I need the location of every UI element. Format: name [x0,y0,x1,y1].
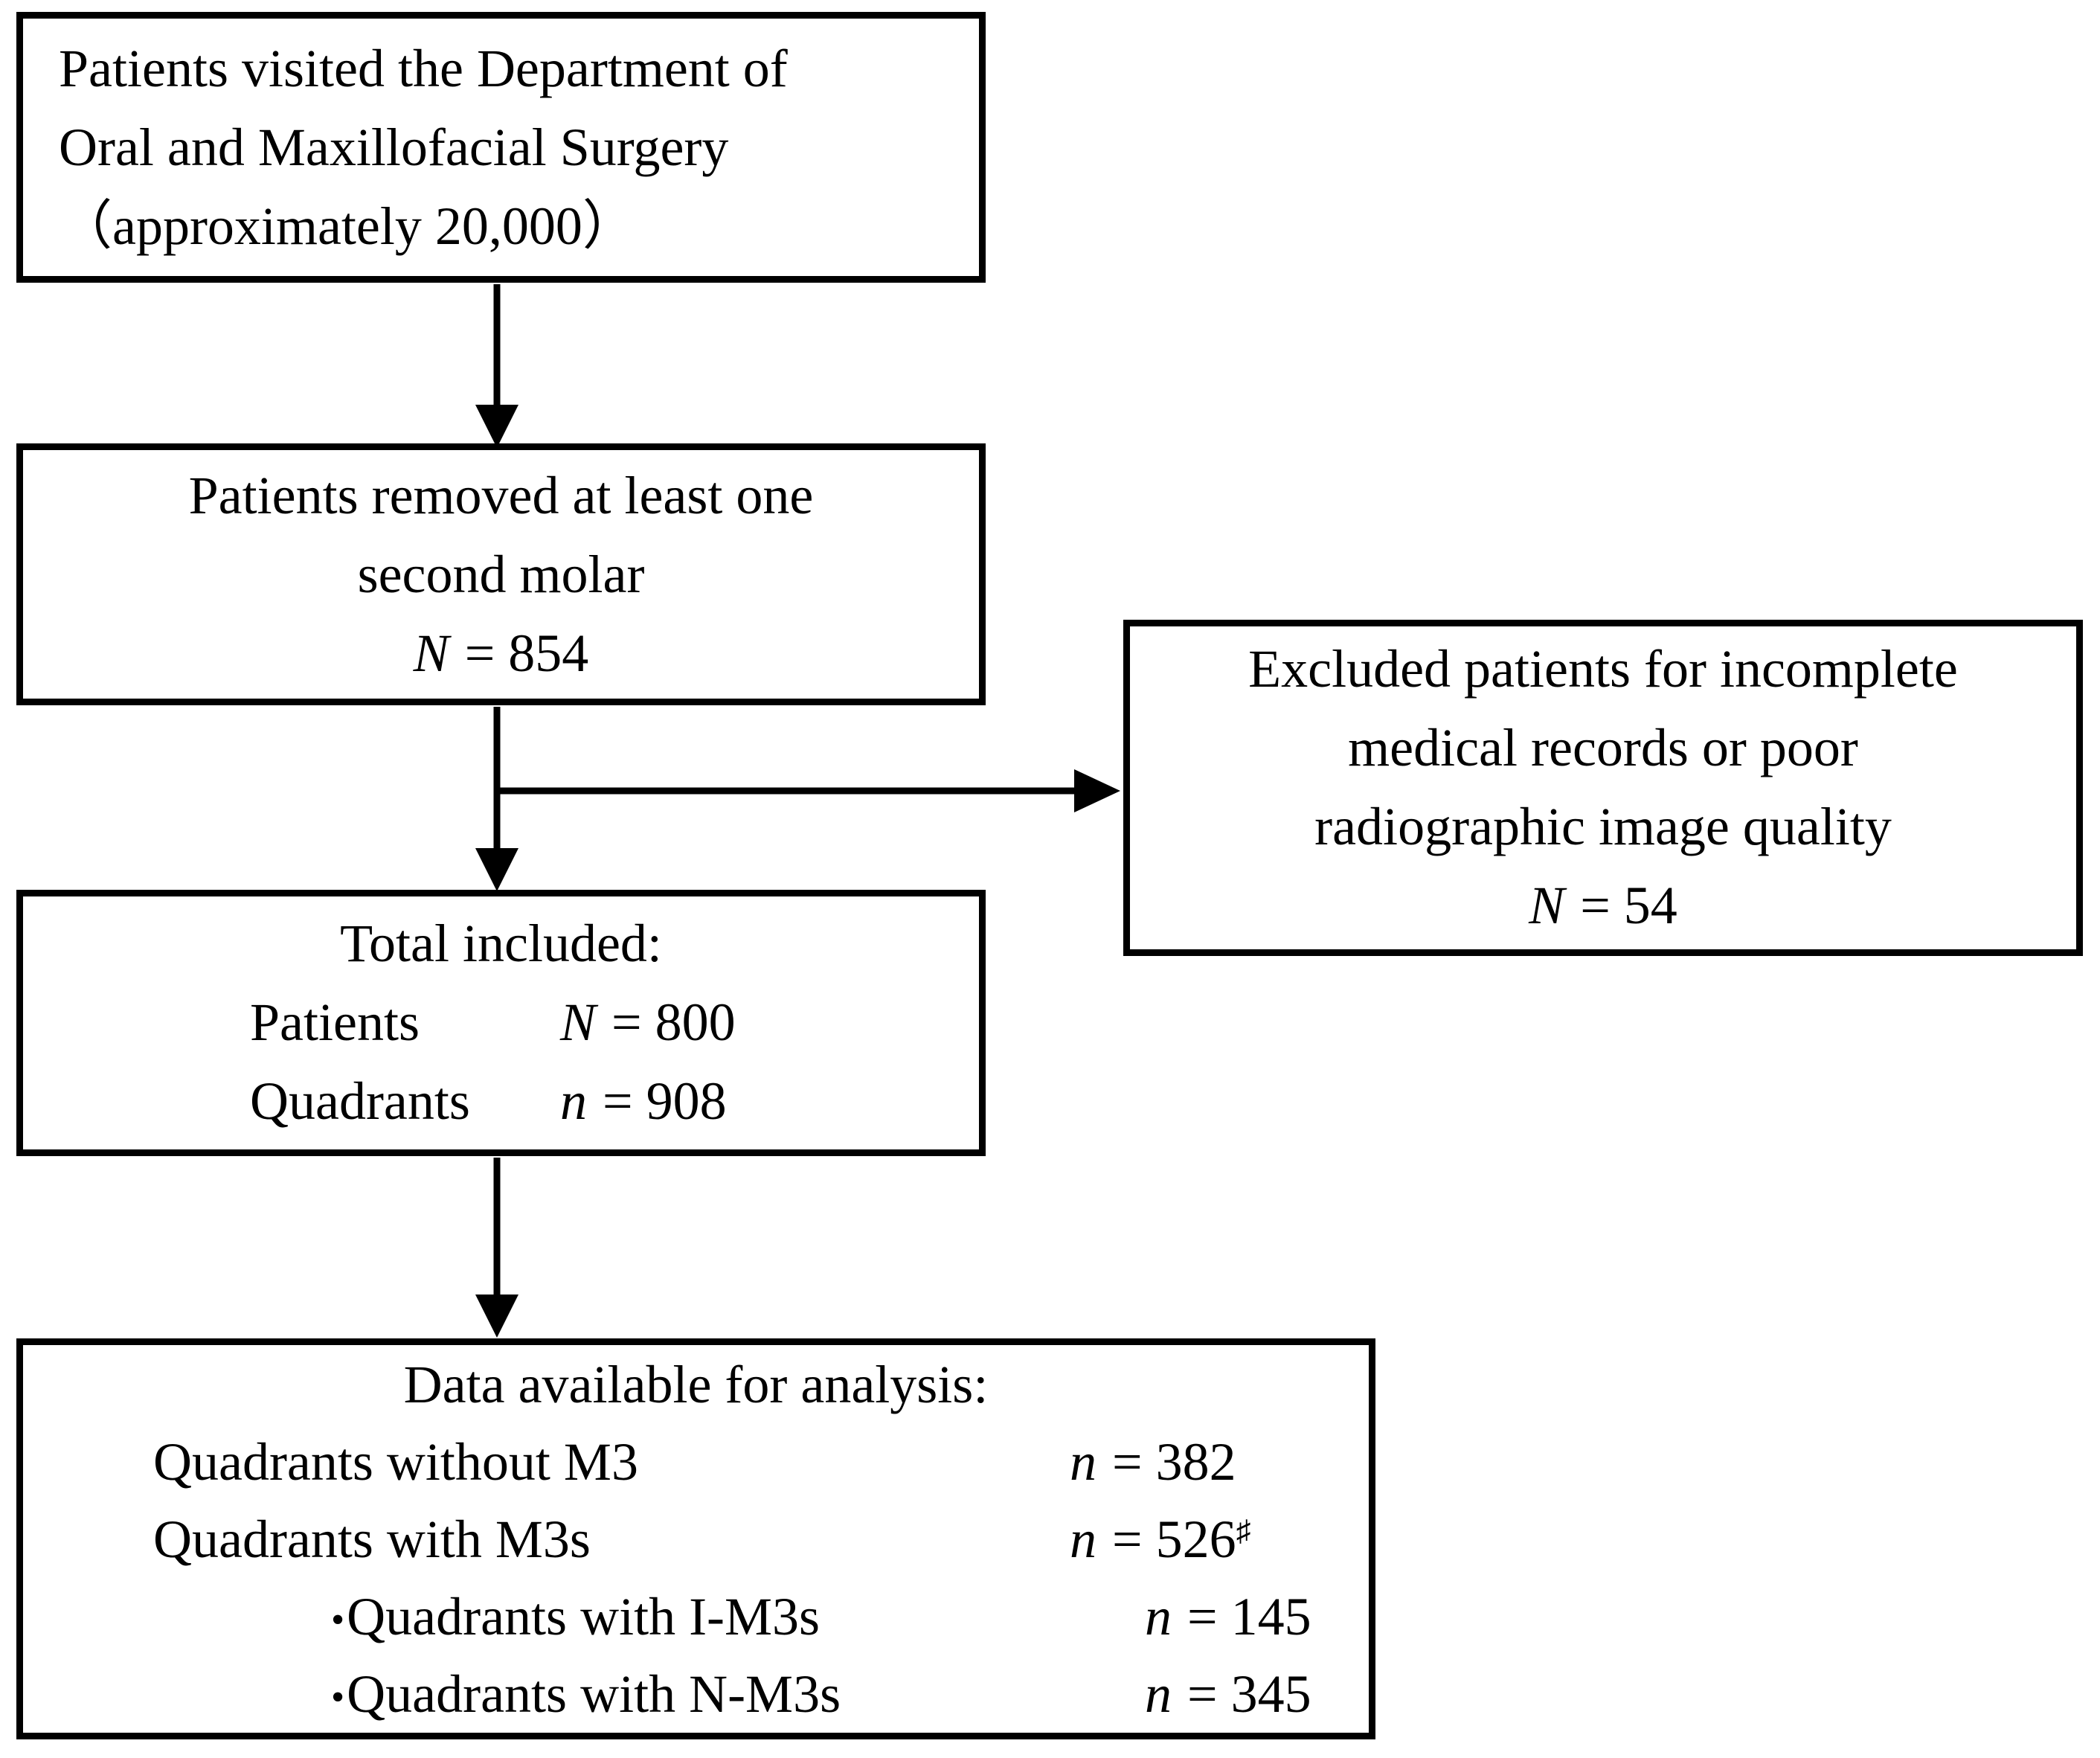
box-total-included: Total included: Patients N = 800 Quadran… [16,890,986,1156]
data-row-with-n-m3s: •Quadrants with N-M3s n = 345 [23,1655,1369,1733]
row-label: •Quadrants with I-M3s [331,1578,820,1659]
count-value: = 854 [451,623,589,683]
data-row-with-m3s: Quadrants with M3s n = 526♯ [23,1501,1369,1578]
n-symbol: N [413,623,449,683]
bullet-icon: • [331,1598,345,1641]
count-value: = 908 [589,1071,727,1131]
row-label-text: Quadrants without M3 [153,1432,638,1492]
row-label: •Quadrants with N-M3s [331,1655,841,1736]
row-label: Quadrants without M3 [151,1423,638,1504]
total-row-quadrants: Quadrants n = 908 [23,1062,979,1141]
data-row-without-m3: Quadrants without M3 n = 382 [23,1423,1369,1501]
box-removed-second-molar: Patients removed at least one second mol… [16,443,986,705]
box-total-heading: Total included: [340,914,662,973]
box-removed-line-2: second molar [357,545,645,604]
box-excluded-count: N = 54 [1130,866,2076,945]
n-symbol: n [560,1071,587,1131]
bullet-icon: • [331,1675,345,1719]
row-value: N = 800 [560,983,736,1062]
arrow-branch-to-excluded [494,769,1120,812]
data-row-with-i-m3s: •Quadrants with I-M3s n = 145 [23,1578,1369,1655]
arrow-total-to-data [475,1158,518,1338]
footnote-mark: ♯ [1236,1515,1251,1548]
count-value: = 54 [1567,876,1677,935]
row-value: n = 526♯ [1070,1501,1250,1578]
row-value: n = 908 [560,1062,727,1141]
row-label: Quadrants with M3s [151,1501,591,1582]
n-symbol: N [1529,876,1565,935]
n-symbol: n [1145,1664,1172,1724]
total-row-patients: Patients N = 800 [23,983,979,1062]
box-visited-line-1: Patients visited the Department of [59,39,788,98]
box-visited-line-2: Oral and Maxillofacial Surgery [59,118,729,177]
row-label: Patients [250,992,420,1052]
count-value: = 526 [1099,1510,1236,1569]
box-excluded-patients: Excluded patients for incomplete medical… [1123,620,2083,956]
box-excluded-line-1: Excluded patients for incomplete [1248,639,1958,699]
row-value: n = 145 [1145,1578,1311,1655]
count-value: = 800 [598,992,736,1052]
count-value: = 345 [1174,1664,1311,1724]
count-value: = 145 [1174,1587,1311,1646]
row-value: n = 345 [1145,1655,1311,1733]
n-symbol: N [560,992,597,1052]
box-excluded-line-2: medical records or poor [1348,718,1858,777]
n-symbol: n [1070,1432,1096,1492]
box-data-heading: Data available for analysis: [403,1355,989,1414]
arrow-visited-to-removed [475,284,518,448]
row-value: n = 382 [1070,1423,1236,1501]
box-removed-line-1: Patients removed at least one [188,466,814,525]
box-data-available: Data available for analysis: Quadrants w… [16,1338,1375,1739]
count-value: = 382 [1099,1432,1236,1492]
box-excluded-line-3: radiographic image quality [1314,797,1892,856]
box-visited-line-3: （approximately 20,000） [59,196,636,256]
n-symbol: n [1145,1587,1172,1646]
box-removed-count: N = 854 [23,614,979,693]
row-label: Quadrants [250,1071,470,1131]
row-label-text: Quadrants with N-M3s [347,1664,841,1724]
arrow-removed-to-total [475,707,518,891]
n-symbol: n [1070,1510,1096,1569]
row-label-text: Quadrants with I-M3s [347,1587,821,1646]
box-visited-patients: Patients visited the Department of Oral … [16,12,986,283]
row-label-text: Quadrants with M3s [153,1510,591,1569]
